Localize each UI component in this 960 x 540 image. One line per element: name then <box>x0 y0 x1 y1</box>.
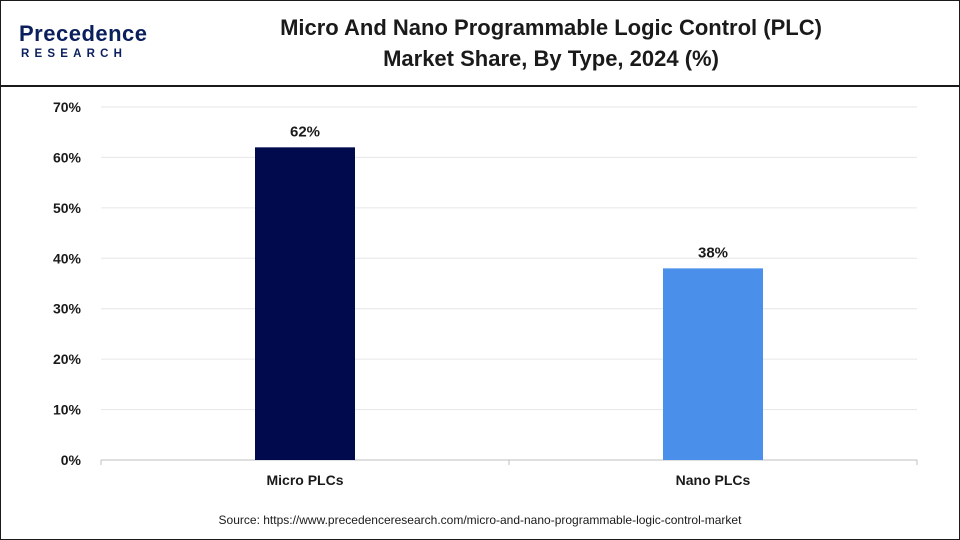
y-tick-label: 0% <box>61 452 82 468</box>
y-tick-label: 50% <box>53 200 82 216</box>
header: Precedence RESEARCH Micro And Nano Progr… <box>1 1 959 85</box>
chart-title-line-1: Micro And Nano Programmable Logic Contro… <box>280 15 822 40</box>
y-tick-label: 20% <box>53 351 82 367</box>
y-tick-label: 70% <box>53 99 82 115</box>
logo-subtext: RESEARCH <box>21 48 128 60</box>
y-tick-label: 60% <box>53 149 82 165</box>
x-tick-label: Nano PLCs <box>676 472 751 488</box>
logo-wordmark: Precedence <box>19 21 148 46</box>
y-tick-label: 30% <box>53 301 82 317</box>
bar-chart: 0% 10% 20% 30% 40% 50% 60% 70% 62% Micro PLCs 38% N… <box>53 99 918 488</box>
brand-logo: Precedence RESEARCH <box>19 21 169 65</box>
source-note: Source: https://www.precedenceresearch.c… <box>218 513 742 527</box>
header-divider <box>1 85 959 87</box>
x-tick-label: Micro PLCs <box>266 472 343 488</box>
bar-data-label: 38% <box>698 244 728 261</box>
bar-data-label: 62% <box>290 123 320 140</box>
bar <box>255 147 355 460</box>
chart-title: Micro And Nano Programmable Logic Contro… <box>201 12 901 74</box>
bar <box>663 268 763 460</box>
y-tick-label: 10% <box>53 402 82 418</box>
y-tick-label: 40% <box>53 250 82 266</box>
chart-title-line-2: Market Share, By Type, 2024 (%) <box>383 46 719 71</box>
